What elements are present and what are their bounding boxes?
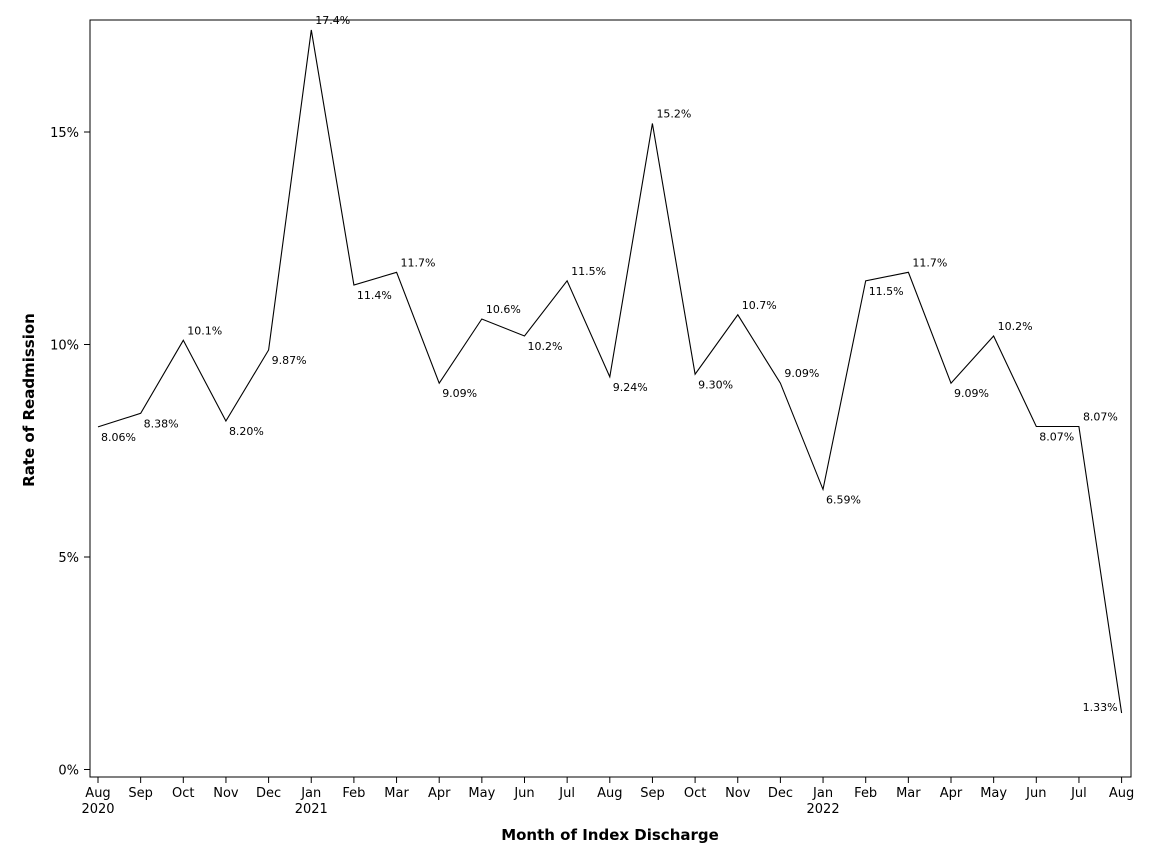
x-tick-label: Mar (384, 786, 409, 801)
x-axis-title: Month of Index Discharge (501, 826, 719, 844)
data-label: 10.1% (187, 324, 222, 337)
data-label: 10.7% (742, 299, 777, 312)
data-label: 11.7% (912, 256, 947, 269)
data-label: 11.5% (571, 265, 606, 278)
data-label: 1.33% (1083, 701, 1118, 714)
x-tick-label: May (468, 786, 495, 801)
data-label: 6.59% (826, 493, 861, 506)
x-tick-label: Aug (85, 786, 110, 801)
y-axis: 0% 5% 10% 15% (50, 126, 90, 779)
x-tick-label: May (980, 786, 1007, 801)
x-year-label: 2022 (807, 802, 840, 817)
y-tick-label: 0% (58, 764, 79, 779)
data-label: 17.4% (315, 14, 350, 27)
x-tick-label: Jul (1070, 786, 1087, 801)
data-label: 9.09% (954, 387, 989, 400)
x-tick-label: Mar (896, 786, 921, 801)
x-tick-label: Feb (854, 786, 877, 801)
x-tick-label: Dec (768, 786, 793, 801)
data-label: 11.4% (357, 289, 392, 302)
x-tick-label: Jun (1025, 786, 1046, 801)
x-axis: Aug Sep Oct Nov Dec Jan Feb Mar Apr May Jun Jul Aug S… (81, 777, 1134, 817)
x-tick-label: Oct (172, 786, 194, 801)
data-label: 9.09% (442, 387, 477, 400)
x-tick-label: Apr (940, 786, 963, 801)
data-label: 8.07% (1039, 431, 1074, 444)
x-tick-label: Feb (342, 786, 365, 801)
data-label: 15.2% (656, 108, 691, 121)
x-tick-label: Jun (513, 786, 534, 801)
data-label: 8.38% (144, 417, 179, 430)
x-tick-label: Nov (213, 786, 239, 801)
data-label: 9.30% (698, 378, 733, 391)
data-label: 10.6% (486, 303, 521, 316)
x-year-label: 2020 (81, 802, 114, 817)
data-label: 8.06% (101, 431, 136, 444)
y-tick-label: 10% (50, 339, 79, 354)
data-label: 8.20% (229, 425, 264, 438)
x-tick-label: Aug (597, 786, 622, 801)
data-label: 9.24% (613, 381, 648, 394)
x-tick-label: Sep (640, 786, 665, 801)
x-year-label: 2021 (295, 802, 328, 817)
data-label: 11.7% (401, 256, 436, 269)
x-tick-label: Apr (428, 786, 451, 801)
x-tick-label: Jul (558, 786, 575, 801)
series-line (97, 29, 1123, 714)
x-tick-label: Jan (812, 786, 833, 801)
data-label: 8.07% (1083, 411, 1118, 424)
data-label: 10.2% (998, 320, 1033, 333)
x-tick-label: Dec (256, 786, 281, 801)
y-tick-label: 5% (58, 551, 79, 566)
x-tick-label: Aug (1109, 786, 1134, 801)
data-label: 11.5% (869, 285, 904, 298)
y-axis-title: Rate of Readmission (20, 313, 38, 487)
y-tick-label: 15% (50, 126, 79, 141)
data-label: 9.87% (272, 354, 307, 367)
x-tick-label: Nov (725, 786, 751, 801)
plot-frame (89, 19, 1132, 778)
data-label: 9.09% (784, 367, 819, 380)
x-tick-label: Sep (128, 786, 153, 801)
data-label: 10.2% (528, 340, 563, 353)
x-tick-label: Oct (684, 786, 706, 801)
x-tick-label: Jan (300, 786, 321, 801)
data-labels: 8.06% 8.38% 10.1% 8.20% 9.87% 17.4% 11.4% 11.7%… (101, 14, 1118, 714)
